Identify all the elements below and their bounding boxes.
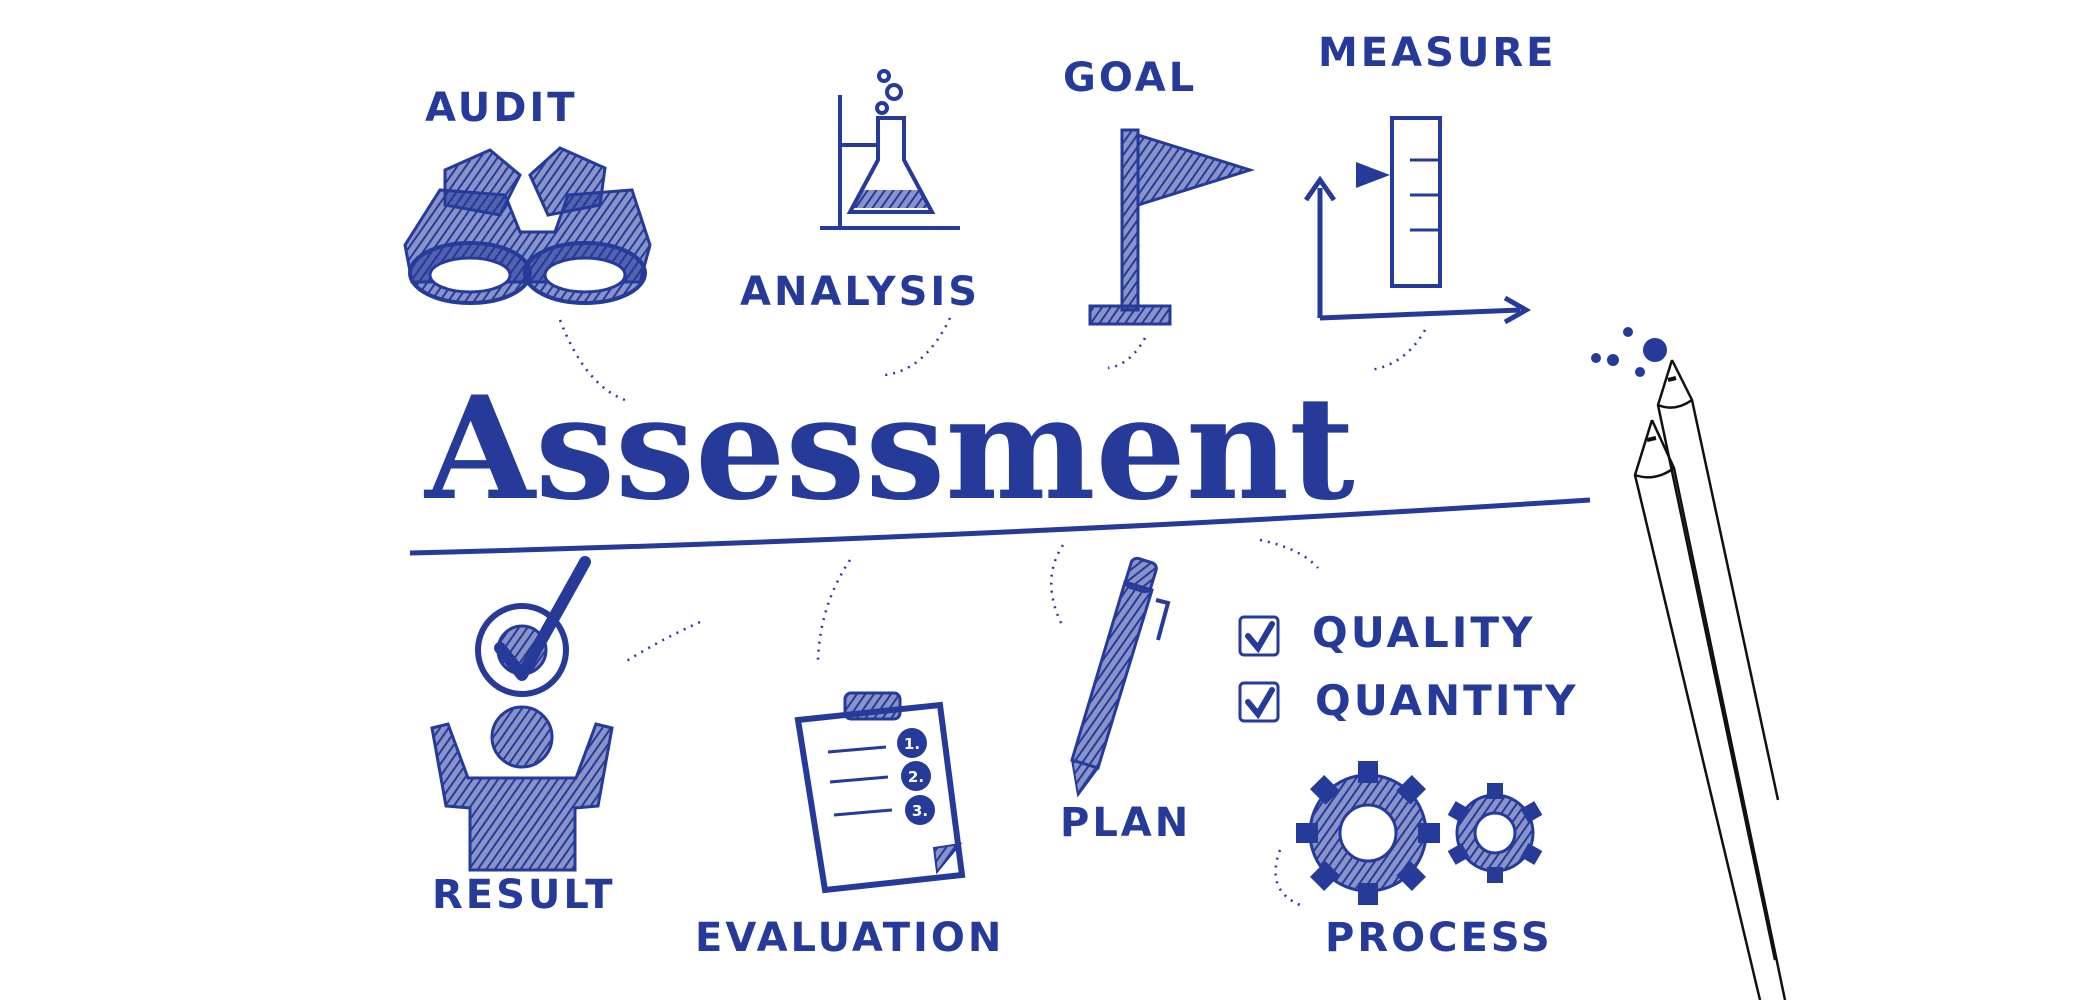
ink-dots — [1591, 327, 1667, 377]
label-quantity: QUANTITY — [1315, 676, 1579, 725]
pencils-icon — [1633, 359, 1787, 1001]
binoculars-icon — [403, 146, 652, 305]
quantity-checkbox-icon — [1238, 681, 1280, 723]
person-icon — [430, 705, 614, 872]
label-quality: QUALITY — [1312, 608, 1536, 657]
label-audit: AUDIT — [425, 85, 578, 131]
quality-checkbox-icon — [1238, 615, 1280, 657]
clipboard-icon: 1. 2. 3. — [794, 691, 966, 894]
checklist-number-1: 1. — [904, 735, 920, 753]
page-title: Assessment — [425, 366, 1355, 532]
checklist-number-2: 2. — [908, 768, 924, 786]
connector-arcs — [558, 317, 1427, 907]
target-check-icon — [475, 556, 591, 697]
label-plan: PLAN — [1060, 800, 1192, 846]
label-analysis: ANALYSIS — [740, 269, 981, 315]
title-underline — [409, 497, 1591, 556]
label-evaluation: EVALUATION — [695, 915, 1005, 961]
gears-icon — [1296, 761, 1543, 905]
lab-flask-icon — [820, 69, 960, 230]
label-measure: MEASURE — [1318, 30, 1557, 76]
label-process: PROCESS — [1325, 915, 1553, 961]
label-result: RESULT — [432, 872, 616, 918]
checklist-number-3: 3. — [912, 802, 928, 820]
pen-icon — [1070, 556, 1171, 798]
measure-chart-icon — [1303, 116, 1532, 325]
label-goal: GOAL — [1063, 55, 1198, 101]
flag-icon — [1088, 128, 1256, 326]
